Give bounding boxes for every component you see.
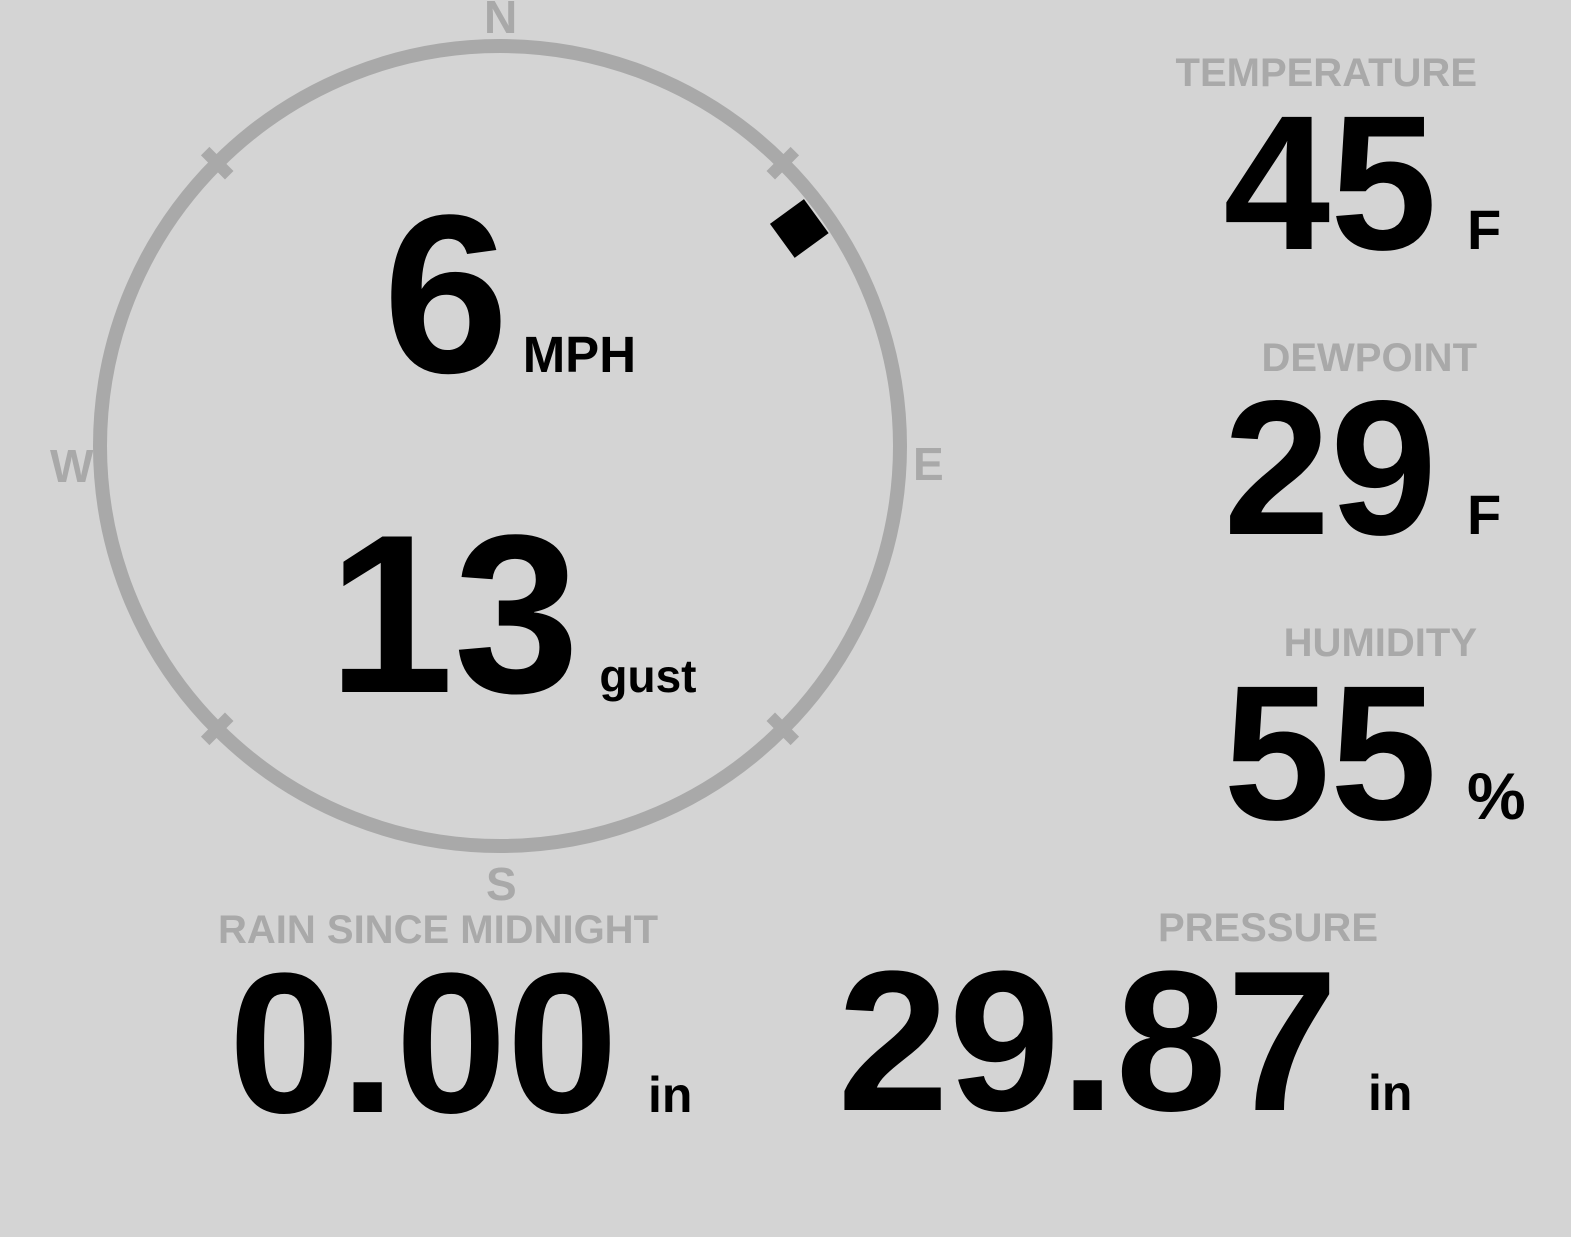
metric-dewpoint: DEWPOINT 29 F (1223, 338, 1502, 575)
compass-tick-sw (200, 712, 234, 746)
wind-gust-unit: gust (599, 650, 697, 702)
compass-label-east: E (913, 438, 944, 490)
compass-ring (93, 39, 907, 853)
metric-dewpoint-label: DEWPOINT (1261, 336, 1477, 380)
wind-speed-unit: MPH (522, 326, 637, 383)
wind-speed: 6 MPH (383, 181, 636, 407)
compass-label-north: N (484, 0, 518, 43)
metric-dewpoint-value: 29 (1223, 360, 1437, 575)
metric-temperature: TEMPERATURE 45 F (1176, 53, 1502, 290)
compass-tick-ne (766, 146, 800, 180)
compass-tick-se (766, 712, 800, 746)
metric-humidity-value-row: 55 % (1223, 645, 1526, 860)
compass-tick-nw (200, 146, 234, 180)
metric-temperature-value: 45 (1223, 75, 1437, 290)
metric-rain-since-midnight: RAIN SINCE MIDNIGHT 0.00 in (218, 910, 693, 1155)
metric-pressure-value-row: 29.87 in (837, 930, 1413, 1153)
metric-humidity-value: 55 (1223, 645, 1437, 860)
wind-speed-value: 6 (383, 167, 509, 420)
metric-temperature-label: TEMPERATURE (1175, 51, 1477, 95)
metric-pressure-label: PRESSURE (1157, 906, 1378, 950)
metric-humidity: HUMIDITY 55 % (1223, 623, 1526, 860)
wind-direction-marker (769, 199, 829, 258)
metric-rain-label: RAIN SINCE MIDNIGHT (218, 908, 658, 952)
metric-rain-value-row: 0.00 in (228, 932, 693, 1155)
metric-pressure: PRESSURE 29.87 in (837, 908, 1413, 1153)
metric-temperature-value-row: 45 F (1223, 75, 1502, 290)
compass-label-south: S (486, 858, 517, 910)
metric-rain-value: 0.00 (228, 932, 618, 1155)
metric-pressure-value: 29.87 (837, 930, 1339, 1153)
metric-dewpoint-value-row: 29 F (1223, 360, 1502, 575)
compass-label-west: W (50, 440, 94, 492)
wind-gust: 13 gust (328, 501, 697, 727)
wind-gust-value: 13 (328, 487, 580, 740)
metric-humidity-label: HUMIDITY (1283, 621, 1477, 665)
